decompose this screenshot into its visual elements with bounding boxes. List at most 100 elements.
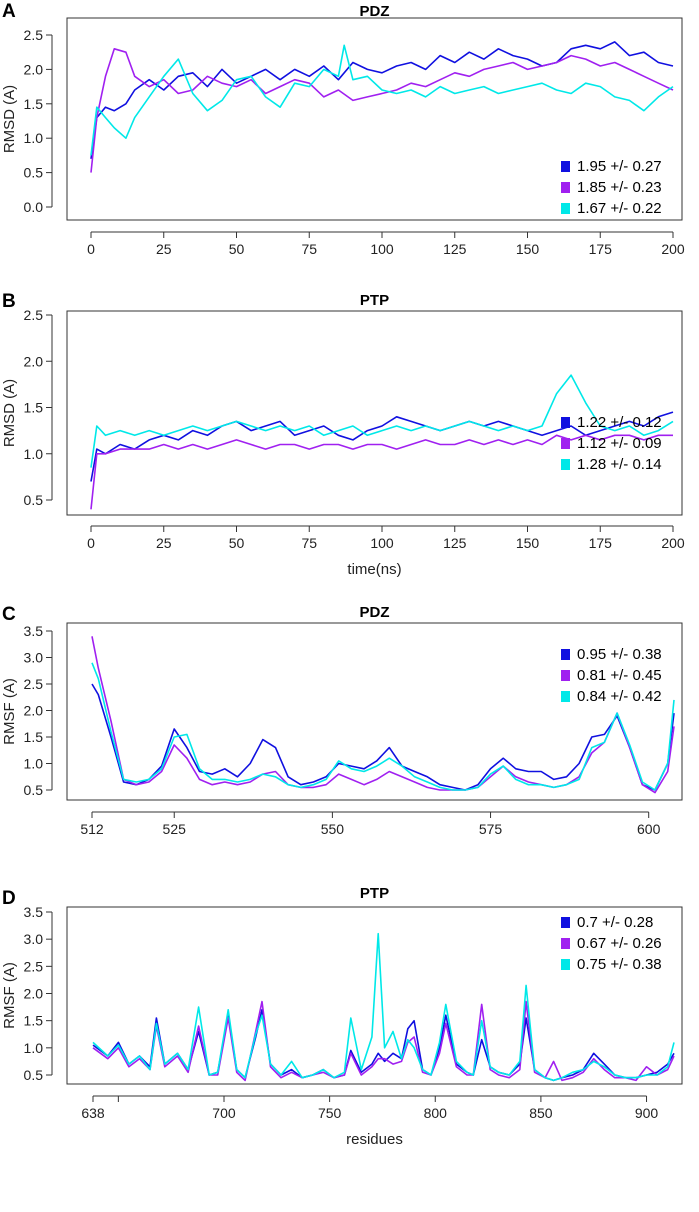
x-tick-label: 175 <box>589 535 613 551</box>
legend-label: 1.28 +/- 0.14 <box>577 456 662 473</box>
x-tick-label: 750 <box>318 1105 342 1121</box>
y-tick-label: 1.5 <box>24 1013 44 1029</box>
legend-swatch <box>561 670 570 681</box>
legend-swatch <box>561 917 570 928</box>
series-line-3 <box>92 932 675 1082</box>
x-tick-label: 512 <box>80 821 104 837</box>
x-tick-label: 850 <box>529 1105 553 1121</box>
plot-frame <box>66 17 683 221</box>
legend-label: 0.84 +/- 0.42 <box>577 688 662 705</box>
x-tick-label: 200 <box>661 241 685 257</box>
x-tick-label: 50 <box>229 535 245 551</box>
x-tick-label: 200 <box>661 535 685 551</box>
legend-label: 0.95 +/- 0.38 <box>577 646 662 663</box>
legend-swatch <box>561 161 570 172</box>
y-tick-label: 2.0 <box>24 61 44 77</box>
series-line-2 <box>90 47 674 173</box>
legend-label: 1.12 +/- 0.09 <box>577 435 662 452</box>
legend-swatch <box>561 459 570 470</box>
panel-letter: A <box>2 1 16 22</box>
legend-swatch <box>561 959 570 970</box>
y-tick-label: 1.5 <box>24 729 44 745</box>
y-tick-label: 1.0 <box>24 446 44 462</box>
panel-title: PDZ <box>360 3 390 20</box>
x-tick-label: 525 <box>163 821 187 837</box>
legend-swatch <box>561 649 570 660</box>
x-tick-label: 0 <box>87 241 95 257</box>
x-axis-label: time(ns) <box>347 561 401 578</box>
y-tick-label: 0.5 <box>24 782 44 798</box>
y-axis-label: RMSF (A) <box>1 962 18 1029</box>
y-tick-label: 3.0 <box>24 931 44 947</box>
x-tick-label: 125 <box>443 241 467 257</box>
y-tick-label: 2.5 <box>24 307 44 323</box>
series-line-3 <box>90 374 674 468</box>
x-axis-label: residues <box>346 1131 403 1148</box>
panel-letter: D <box>2 888 16 909</box>
legend-label: 0.7 +/- 0.28 <box>577 914 653 931</box>
y-tick-label: 3.0 <box>24 650 44 666</box>
series-line-1 <box>91 683 675 791</box>
x-tick-label: 175 <box>589 241 613 257</box>
plot-frame <box>66 310 683 516</box>
x-tick-label: 900 <box>635 1105 659 1121</box>
panel-letter: B <box>2 291 16 312</box>
x-tick-label: 800 <box>424 1105 448 1121</box>
x-tick-label: 25 <box>156 535 172 551</box>
legend-swatch <box>561 691 570 702</box>
legend-swatch <box>561 417 570 428</box>
x-tick-label: 125 <box>443 535 467 551</box>
y-axis-label: RMSF (A) <box>1 678 18 745</box>
legend-swatch <box>561 203 570 214</box>
legend-swatch <box>561 182 570 193</box>
y-tick-label: 0.0 <box>24 199 44 215</box>
panel-d: D PTP 638 700 750 800 850 900 0.5 1.0 1.5 2.0 2.5 3.0… <box>1 885 683 1148</box>
panel-c: C PDZ 512 525 550 575 600 0.5 1.0 1.5 2.0 2.5 3.0 3.5… <box>1 604 683 837</box>
series-line-3 <box>91 662 675 791</box>
x-tick-label: 75 <box>301 241 317 257</box>
y-tick-label: 0.5 <box>24 165 44 181</box>
y-tick-label: 1.0 <box>24 130 44 146</box>
x-tick-label: 0 <box>87 535 95 551</box>
series-line-1 <box>90 411 674 482</box>
panel-letter: C <box>2 604 16 625</box>
panel-b: B PTP 0 25 50 75 100 125 150 175 200 0.5 1.0 1.5 2.0 2.… <box>1 291 685 578</box>
panel-a: A PDZ 0 25 50 75 100 125 150 175 200 0.0 0.5 1.0 1.5 2.… <box>1 1 685 257</box>
legend-label: 1.95 +/- 0.27 <box>577 158 662 175</box>
panel-title: PDZ <box>360 604 390 621</box>
y-tick-label: 2.5 <box>24 958 44 974</box>
y-tick-label: 0.5 <box>24 1067 44 1083</box>
x-tick-label: 25 <box>156 241 172 257</box>
x-tick-label: 638 <box>81 1105 105 1121</box>
y-axis-label: RMSD (A) <box>1 85 18 153</box>
panel-title: PTP <box>360 885 389 902</box>
y-tick-label: 2.0 <box>24 353 44 369</box>
y-tick-label: 1.0 <box>24 756 44 772</box>
x-tick-label: 75 <box>301 535 317 551</box>
series-line-2 <box>90 434 673 510</box>
series-line-3 <box>90 44 674 156</box>
series-line-2 <box>92 1000 675 1082</box>
x-tick-label: 150 <box>516 535 540 551</box>
plot-frame <box>66 622 683 801</box>
plot-frame <box>66 906 683 1085</box>
x-tick-label: 50 <box>229 241 245 257</box>
legend-label: 1.85 +/- 0.23 <box>577 179 662 196</box>
x-tick-label: 700 <box>212 1105 236 1121</box>
x-tick-label: 600 <box>637 821 661 837</box>
y-tick-label: 3.5 <box>24 623 44 639</box>
x-tick-label: 150 <box>516 241 540 257</box>
y-tick-label: 2.0 <box>24 986 44 1002</box>
legend-label: 0.75 +/- 0.38 <box>577 956 662 973</box>
series-line-1 <box>90 41 674 159</box>
legend-swatch <box>561 438 570 449</box>
y-tick-label: 1.5 <box>24 400 44 416</box>
panel-title: PTP <box>360 292 389 309</box>
x-tick-label: 100 <box>370 535 394 551</box>
legend-label: 1.67 +/- 0.22 <box>577 200 662 217</box>
x-tick-label: 100 <box>370 241 394 257</box>
y-tick-label: 2.5 <box>24 27 44 43</box>
y-tick-label: 1.5 <box>24 96 44 112</box>
y-tick-label: 1.0 <box>24 1040 44 1056</box>
